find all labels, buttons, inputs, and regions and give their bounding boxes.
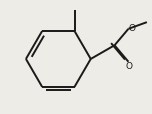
Text: O: O: [126, 62, 133, 71]
Text: O: O: [129, 24, 136, 33]
